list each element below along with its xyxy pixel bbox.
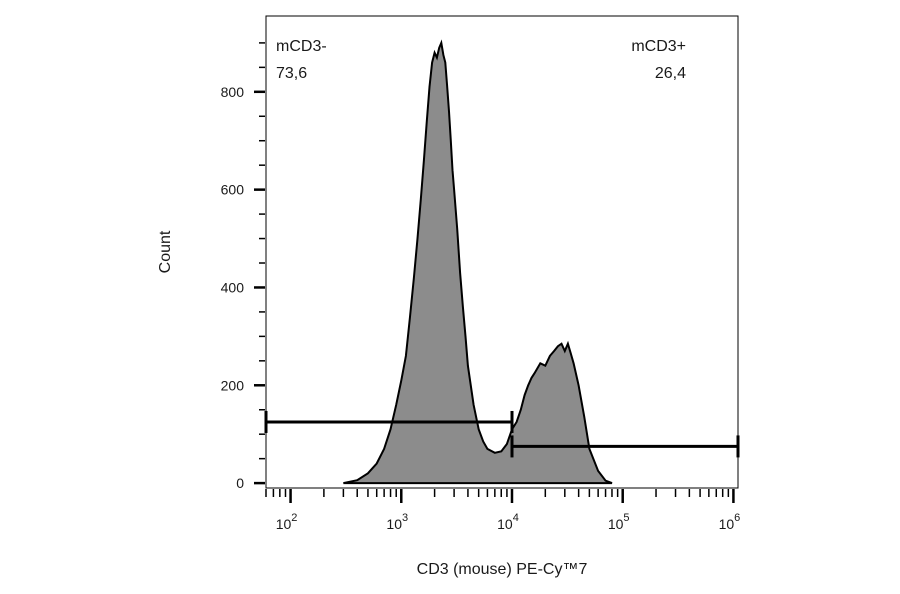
y-tick-label: 200 xyxy=(221,377,245,393)
x-tick-label: 104 xyxy=(497,512,519,532)
x-axis-title: CD3 (mouse) PE-Cy™7 xyxy=(417,561,588,578)
plot-frame xyxy=(265,15,739,489)
y-tick-label: 800 xyxy=(221,84,245,100)
y-tick-label: 600 xyxy=(221,182,245,198)
y-tick-label: 0 xyxy=(236,475,244,491)
x-tick-labels: 102 103 104 105 106 xyxy=(276,512,741,532)
x-tick-label: 105 xyxy=(608,512,630,532)
y-tick-label: 400 xyxy=(221,279,245,295)
gate-value-mcd3-neg: 73,6 xyxy=(276,65,307,82)
x-tick-label: 106 xyxy=(719,512,741,532)
y-axis-title: Count xyxy=(157,230,174,273)
gate-value-mcd3-pos: 26,4 xyxy=(655,65,686,82)
gate-label-mcd3-neg: mCD3- xyxy=(276,38,327,55)
histogram-area xyxy=(343,39,613,485)
x-axis xyxy=(265,489,735,503)
x-tick-label: 102 xyxy=(276,512,298,532)
y-axis: 0 200 400 600 800 xyxy=(221,42,265,491)
gate-label-mcd3-pos: mCD3+ xyxy=(631,38,686,55)
x-tick-label: 103 xyxy=(386,512,408,532)
gates xyxy=(264,410,740,458)
